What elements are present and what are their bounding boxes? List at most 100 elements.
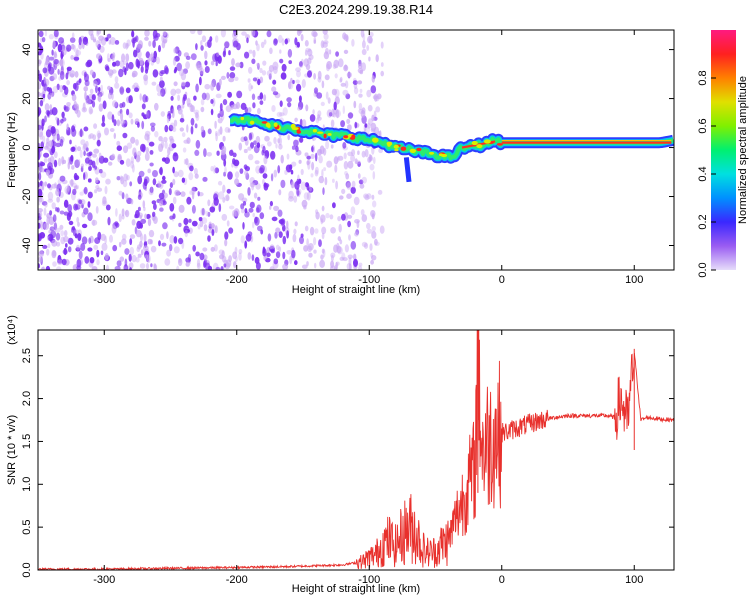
noise-speckle (52, 214, 57, 223)
noise-speckle (152, 69, 159, 78)
noise-speckle (304, 152, 309, 157)
noise-speckle (277, 34, 283, 44)
noise-speckle (255, 40, 258, 46)
noise-speckle (138, 170, 145, 177)
noise-speckle (124, 258, 128, 267)
noise-speckle (353, 100, 357, 109)
noise-speckle (185, 61, 191, 70)
track-hotspot (476, 144, 483, 149)
noise-speckle (47, 198, 54, 203)
noise-speckle (232, 103, 238, 110)
noise-speckle (144, 133, 150, 141)
noise-speckle (249, 182, 256, 188)
noise-speckle (346, 72, 353, 78)
noise-speckle (358, 265, 363, 270)
noise-speckle (97, 95, 100, 102)
noise-speckle (270, 248, 276, 254)
noise-speckle (322, 147, 327, 156)
noise-speckle (137, 194, 142, 200)
noise-speckle (338, 223, 342, 233)
noise-speckle (169, 182, 173, 189)
noise-speckle (188, 253, 191, 262)
noise-speckle (235, 62, 241, 68)
track-hotspot (261, 121, 268, 124)
noise-speckle (107, 85, 111, 91)
track-hotspot (265, 122, 271, 128)
noise-speckle (137, 206, 141, 212)
noise-speckle (54, 227, 61, 233)
noise-speckle (266, 30, 272, 38)
noise-speckle (121, 101, 126, 108)
noise-speckle (358, 179, 364, 185)
noise-speckle (332, 178, 335, 183)
noise-speckle (169, 235, 175, 244)
noise-speckle (251, 30, 256, 37)
noise-speckle (93, 80, 98, 87)
noise-speckle (351, 39, 355, 47)
noise-speckle (186, 196, 192, 205)
noise-speckle (185, 55, 191, 61)
snr-y-label: SNR (10 * v/v) (6, 415, 18, 485)
noise-speckle (314, 228, 319, 234)
noise-speckle (144, 213, 148, 220)
noise-speckle (164, 141, 168, 149)
noise-speckle (190, 125, 194, 135)
noise-speckle (247, 187, 251, 196)
noise-speckle (79, 191, 84, 196)
noise-speckle (337, 155, 344, 161)
noise-speckle (181, 103, 185, 109)
noise-speckle (361, 150, 366, 158)
noise-speckle (140, 65, 144, 73)
noise-speckle (296, 187, 300, 197)
noise-speckle (63, 230, 68, 237)
noise-speckle (66, 123, 69, 131)
noise-speckle (67, 184, 70, 192)
noise-speckle (210, 82, 215, 91)
noise-speckle (346, 182, 352, 190)
noise-speckle (217, 117, 223, 124)
noise-speckle (325, 212, 330, 219)
noise-speckle (168, 188, 172, 196)
noise-speckle (330, 254, 334, 262)
noise-speckle (59, 210, 65, 215)
noise-speckle (97, 132, 102, 138)
noise-speckle (53, 159, 58, 168)
noise-speckle (125, 158, 131, 168)
noise-speckle (195, 139, 201, 149)
noise-speckle (327, 97, 331, 104)
noise-speckle (87, 247, 93, 252)
noise-speckle (199, 67, 205, 75)
noise-speckle (354, 219, 360, 224)
track-hotspot (240, 116, 245, 121)
noise-speckle (78, 36, 82, 46)
noise-speckle (158, 136, 163, 142)
noise-speckle (298, 95, 302, 103)
noise-speckle (304, 225, 309, 232)
noise-speckle (347, 160, 354, 169)
noise-speckle (321, 205, 325, 212)
noise-speckle (76, 109, 81, 118)
noise-speckle (76, 146, 82, 152)
noise-speckle (322, 30, 328, 35)
noise-speckle (48, 140, 54, 148)
noise-speckle (95, 40, 100, 48)
noise-speckle (84, 79, 90, 87)
noise-speckle (368, 56, 371, 62)
noise-speckle (129, 246, 135, 256)
y-tick-label: 40 (21, 43, 33, 55)
noise-speckle (46, 248, 50, 256)
noise-speckle (371, 230, 377, 239)
noise-speckle (38, 30, 44, 38)
noise-speckle (358, 102, 363, 111)
noise-speckle (289, 255, 293, 265)
noise-speckle (114, 266, 121, 270)
noise-speckle (345, 93, 351, 100)
y-tick-label: 0 (21, 144, 33, 150)
noise-speckle (215, 266, 221, 270)
noise-speckle (38, 107, 42, 116)
noise-speckle (275, 227, 281, 234)
noise-speckle (51, 49, 54, 56)
noise-speckle (61, 156, 65, 165)
noise-speckle (334, 164, 338, 173)
noise-speckle (342, 105, 345, 114)
